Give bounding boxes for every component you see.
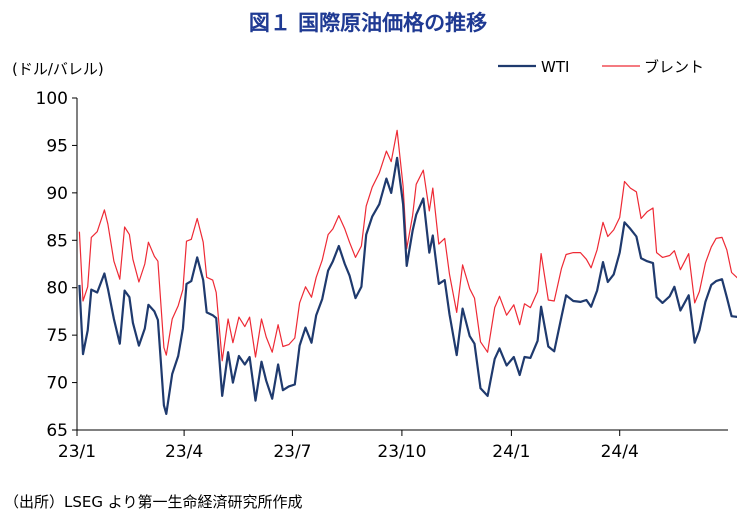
y-tick-label: 95	[46, 136, 68, 156]
legend-label-wti: WTI	[541, 58, 569, 76]
x-tick-label: 24/1	[492, 442, 530, 462]
axes	[76, 98, 728, 431]
x-axis-ticks: 23/1 23/4 23/7 23/10 24/1 24/4	[58, 430, 639, 462]
series-line-brent	[78, 129, 737, 362]
y-tick-label: 80	[46, 279, 68, 299]
y-tick-label: 70	[46, 374, 68, 394]
x-tick-label: 23/1	[58, 442, 96, 462]
series-lines	[78, 129, 737, 415]
x-tick-label: 23/7	[273, 442, 311, 462]
y-axis-ticks: 65 70 75 80 85 90 95 100	[36, 89, 77, 441]
y-tick-label: 65	[46, 421, 68, 441]
y-axis-unit-label: (ドル/バレル)	[12, 60, 104, 78]
y-tick-label: 75	[46, 326, 68, 346]
legend: WTI ブレント	[498, 58, 704, 76]
y-tick-label: 90	[46, 184, 68, 204]
x-tick-label: 24/4	[601, 442, 639, 462]
chart-title: 図１ 国際原油価格の推移	[249, 11, 487, 35]
y-tick-label: 85	[46, 231, 68, 251]
y-tick-label: 100	[36, 89, 68, 109]
source-note: （出所）LSEG より第一生命経済研究所作成	[4, 493, 302, 511]
legend-label-brent: ブレント	[644, 58, 704, 76]
x-tick-label: 23/4	[165, 442, 203, 462]
x-tick-label: 23/10	[377, 442, 426, 462]
series-line-wti	[78, 156, 737, 415]
